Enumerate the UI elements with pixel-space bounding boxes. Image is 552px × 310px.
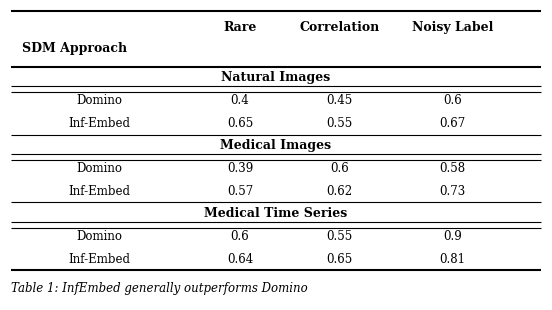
Text: 0.67: 0.67: [439, 117, 466, 130]
Text: Inf-Embed: Inf-Embed: [68, 117, 130, 130]
Text: 0.6: 0.6: [231, 230, 250, 243]
Text: Domino: Domino: [76, 162, 123, 175]
Text: Rare: Rare: [224, 21, 257, 34]
Text: 0.64: 0.64: [227, 253, 253, 265]
Text: 0.73: 0.73: [439, 185, 466, 197]
Text: 0.45: 0.45: [326, 94, 353, 107]
Text: 0.57: 0.57: [227, 185, 253, 197]
Text: 0.55: 0.55: [326, 117, 353, 130]
Text: Medical Time Series: Medical Time Series: [204, 207, 348, 220]
Text: Table 1: InfEmbed generally outperforms Domino: Table 1: InfEmbed generally outperforms …: [11, 282, 308, 295]
Text: Natural Images: Natural Images: [221, 72, 331, 84]
Text: Correlation: Correlation: [299, 21, 380, 34]
Text: Inf-Embed: Inf-Embed: [68, 253, 130, 265]
Text: Medical Images: Medical Images: [220, 140, 332, 152]
Text: Domino: Domino: [76, 230, 123, 243]
Text: 0.62: 0.62: [326, 185, 353, 197]
Text: SDM Approach: SDM Approach: [22, 42, 127, 55]
Text: 0.81: 0.81: [439, 253, 466, 265]
Text: 0.65: 0.65: [326, 253, 353, 265]
Text: Domino: Domino: [76, 94, 123, 107]
Text: 0.65: 0.65: [227, 117, 253, 130]
Text: 0.58: 0.58: [439, 162, 466, 175]
Text: Inf-Embed: Inf-Embed: [68, 185, 130, 197]
Text: 0.4: 0.4: [231, 94, 250, 107]
Text: 0.9: 0.9: [443, 230, 462, 243]
Text: 0.55: 0.55: [326, 230, 353, 243]
Text: 0.39: 0.39: [227, 162, 253, 175]
Text: 0.6: 0.6: [443, 94, 462, 107]
Text: Noisy Label: Noisy Label: [412, 21, 493, 34]
Text: 0.6: 0.6: [330, 162, 349, 175]
